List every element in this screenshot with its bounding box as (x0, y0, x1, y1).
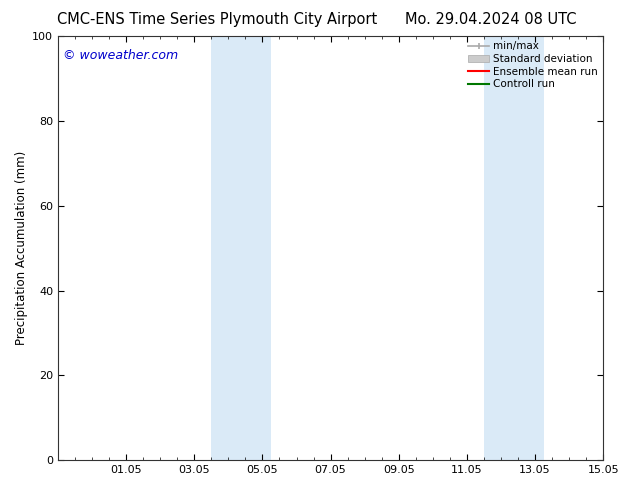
Y-axis label: Precipitation Accumulation (mm): Precipitation Accumulation (mm) (15, 151, 28, 345)
Bar (211, 36, 271, 460)
Text: © woweather.com: © woweather.com (63, 49, 179, 62)
Legend: min/max, Standard deviation, Ensemble mean run, Controll run: min/max, Standard deviation, Ensemble me… (466, 39, 600, 91)
Text: CMC-ENS Time Series Plymouth City Airport      Mo. 29.04.2024 08 UTC: CMC-ENS Time Series Plymouth City Airpor… (57, 12, 577, 27)
Bar (484, 36, 543, 460)
